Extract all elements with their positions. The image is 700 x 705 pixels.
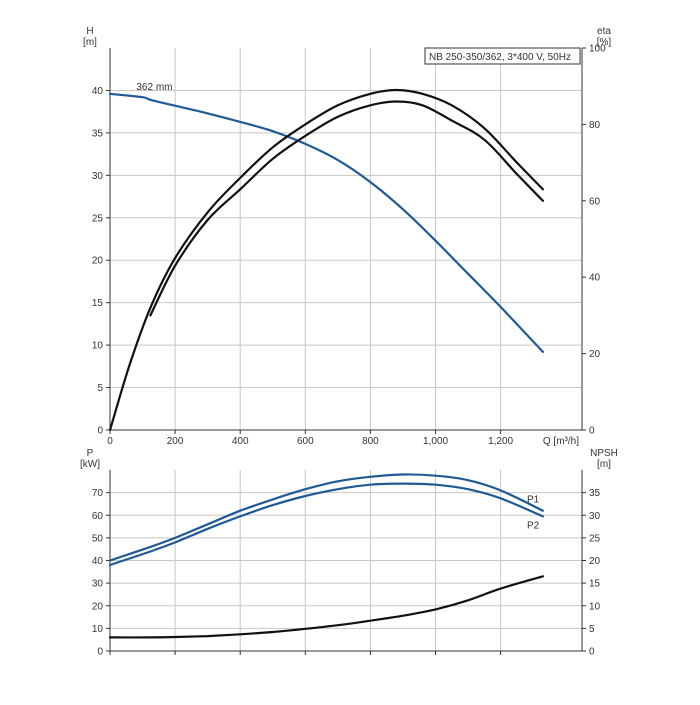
- lower-left-tick-label: 0: [97, 647, 103, 658]
- upper-right-tick-label: 80: [589, 120, 601, 131]
- upper-x-axis-label: Q [m³/h]: [543, 436, 579, 447]
- lower-right-tick-label: 30: [589, 511, 601, 522]
- upper-left-tick-label: 20: [92, 256, 104, 267]
- p1-curve-label: P1: [527, 495, 540, 506]
- efficiency-lower-curve: [149, 100, 544, 317]
- upper-left-tick-label: 40: [92, 86, 104, 97]
- head-curve: [108, 92, 544, 353]
- lower-right-tick-label: 35: [589, 488, 601, 499]
- lower-left-tick-label: 60: [92, 511, 104, 522]
- chart-title: NB 250-350/362, 3*400 V, 50Hz: [429, 52, 571, 63]
- lower-right-axis-unit: [m]: [597, 459, 611, 470]
- p2-curve-label: P2: [527, 520, 540, 531]
- lower-left-tick-label: 40: [92, 556, 104, 567]
- p2-curve: [108, 482, 544, 567]
- upper-x-tick-label: 800: [362, 436, 379, 447]
- upper-left-tick-label: 25: [92, 213, 104, 224]
- upper-right-tick-label: 60: [589, 196, 601, 207]
- lower-right-tick-label: 0: [589, 647, 595, 658]
- upper-left-axis-label: H: [86, 26, 93, 37]
- p1-curve: [108, 473, 544, 562]
- lower-right-axis-label: NPSH: [590, 448, 618, 459]
- upper-left-tick-label: 35: [92, 128, 104, 139]
- upper-x-tick-label: 0: [107, 436, 113, 447]
- upper-right-tick-label: 20: [589, 349, 601, 360]
- lower-right-tick-label: 25: [589, 533, 601, 544]
- upper-left-tick-label: 0: [97, 426, 103, 437]
- upper-left-axis-unit: [m]: [83, 37, 97, 48]
- upper-left-tick-label: 30: [92, 171, 104, 182]
- upper-right-tick-label: 40: [589, 273, 601, 284]
- upper-x-tick-label: 400: [232, 436, 249, 447]
- upper-x-tick-label: 600: [297, 436, 314, 447]
- upper-x-tick-label: 1,000: [423, 436, 448, 447]
- lower-left-tick-label: 70: [92, 488, 104, 499]
- lower-right-tick-label: 10: [589, 601, 601, 612]
- upper-right-axis-label: eta: [597, 26, 611, 37]
- lower-left-tick-label: 50: [92, 533, 104, 544]
- lower-right-tick-label: 20: [589, 556, 601, 567]
- impeller-diameter-label: 362 mm: [136, 82, 172, 93]
- title-box: [424, 47, 581, 65]
- upper-right-tick-label: 100: [589, 44, 606, 55]
- upper-left-tick-label: 5: [97, 383, 103, 394]
- lower-left-axis-unit: [kW]: [80, 459, 100, 470]
- lower-right-tick-label: 5: [589, 624, 595, 635]
- upper-left-tick-label: 15: [92, 298, 104, 309]
- upper-x-tick-label: 1,200: [488, 436, 513, 447]
- efficiency-upper-curve: [108, 88, 544, 432]
- npsh-curve: [108, 575, 544, 639]
- lower-left-tick-label: 30: [92, 579, 104, 590]
- upper-right-axis-unit: [%]: [597, 37, 612, 48]
- upper-right-tick-label: 0: [589, 426, 595, 437]
- upper-x-tick-label: 200: [167, 436, 184, 447]
- lower-left-tick-label: 20: [92, 601, 104, 612]
- lower-left-axis-label: P: [87, 448, 94, 459]
- lower-left-tick-label: 10: [92, 624, 104, 635]
- upper-left-tick-label: 10: [92, 341, 104, 352]
- lower-right-tick-label: 15: [589, 579, 601, 590]
